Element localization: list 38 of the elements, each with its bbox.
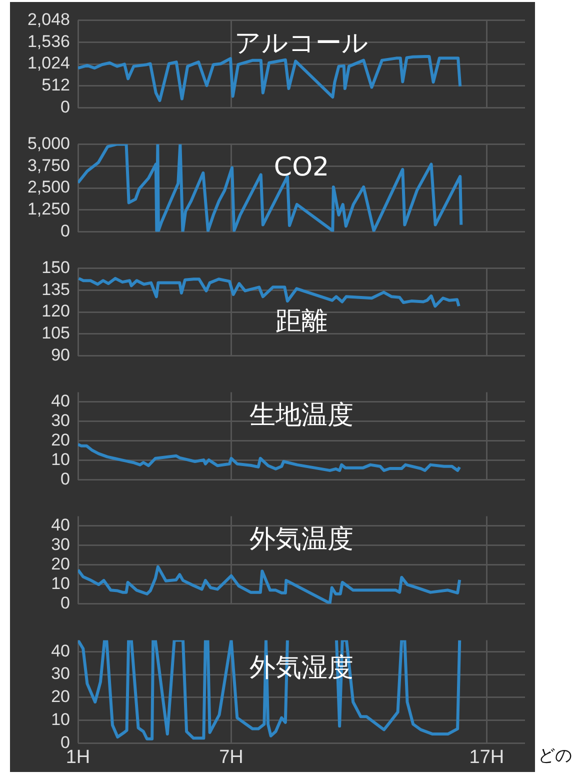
y-tick-label: 1,536	[27, 32, 70, 51]
y-tick-label: 90	[51, 345, 70, 364]
y-tick-label: 0	[60, 221, 70, 240]
y-tick-label: 20	[51, 430, 70, 450]
text: どの	[538, 745, 572, 767]
y-tick-label: 1,024	[27, 54, 70, 73]
y-tick-label: 1,250	[27, 200, 70, 219]
y-tick-label: 5,000	[27, 134, 70, 153]
chart-title: 生地温度	[250, 400, 354, 430]
y-tick-label: 0	[60, 469, 70, 488]
chart-title: CO2	[274, 152, 330, 182]
text: 距離	[276, 306, 328, 336]
chart-title: 外気温度	[250, 524, 354, 554]
y-tick-label: 3,750	[27, 156, 70, 175]
y-tick-label: 30	[51, 411, 70, 430]
y-tick-label: 40	[51, 516, 70, 535]
y-tick-label: 0	[60, 732, 70, 752]
y-tick-label: 0	[60, 97, 70, 116]
y-tick-label: 2,048	[27, 10, 70, 29]
y-tick-label: 10	[51, 710, 70, 729]
y-tick-label: 30	[51, 664, 70, 684]
x-tick-label: 17H	[469, 746, 504, 768]
y-tick-label: 10	[51, 574, 70, 594]
y-tick-label: 40	[51, 392, 70, 411]
y-tick-label: 2,500	[27, 178, 70, 197]
y-tick-label: 40	[51, 641, 70, 660]
y-tick-label: 0	[60, 593, 70, 612]
y-tick-label: 105	[42, 324, 70, 343]
y-tick-label: 512	[42, 76, 70, 95]
y-tick-label: 20	[51, 554, 70, 574]
chart-title: アルコール	[234, 28, 368, 58]
y-tick-label: 30	[51, 535, 70, 554]
y-tick-label: 120	[42, 302, 70, 321]
y-tick-label: 20	[51, 687, 70, 706]
y-tick-label: 10	[51, 450, 70, 470]
y-tick-label: 135	[42, 280, 70, 299]
x-tick-label: 7H	[219, 746, 244, 768]
y-tick-label: 150	[42, 258, 70, 277]
